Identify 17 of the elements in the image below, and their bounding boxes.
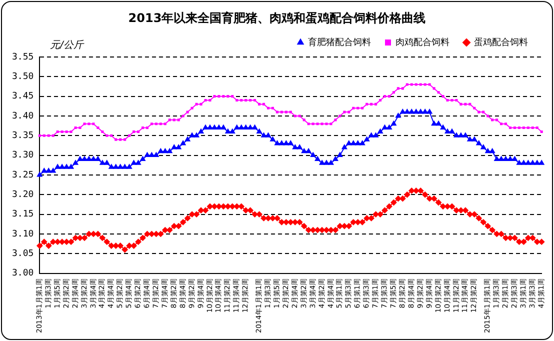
- y-tick-label: 3.15: [12, 210, 34, 220]
- y-tick-label: 3.40: [12, 111, 34, 122]
- y-axis-title: 元/公斤: [50, 38, 84, 52]
- y-tick-label: 3.35: [12, 130, 34, 141]
- y-tick-label: 3.05: [12, 248, 34, 259]
- y-tick-label: 3.55: [12, 52, 34, 62]
- legend-label: 蛋鸡配合饲料: [474, 36, 528, 48]
- y-tick-label: 3.00: [12, 268, 34, 279]
- y-tick-label: 3.30: [12, 150, 34, 161]
- legend-label: 育肥猪配合饲料: [308, 36, 371, 48]
- y-tick-label: 3.45: [12, 92, 34, 102]
- y-tick-label: 3.10: [12, 229, 34, 240]
- y-tick-label: 3.50: [12, 72, 34, 82]
- y-tick-label: 3.25: [12, 170, 34, 180]
- y-tick-label: 3.20: [12, 190, 34, 200]
- legend-label: 肉鸡配合饲料: [396, 36, 450, 48]
- chart-title: 2013年以来全国育肥猪、肉鸡和蛋鸡配合饲料价格曲线: [127, 10, 427, 27]
